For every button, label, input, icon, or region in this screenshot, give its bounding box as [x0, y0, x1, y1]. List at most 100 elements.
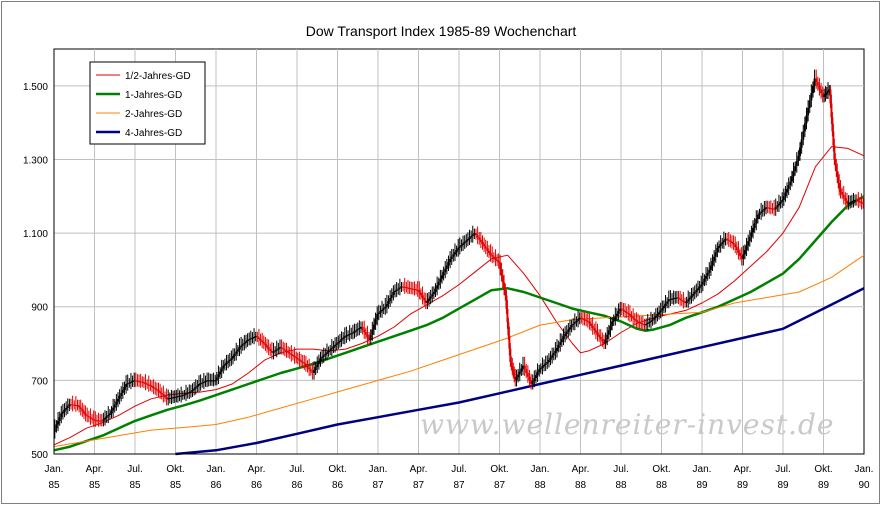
- price-body: [651, 319, 654, 321]
- price-body: [539, 367, 542, 370]
- price-body: [84, 413, 87, 416]
- price-body: [696, 288, 699, 291]
- price-body: [711, 261, 714, 266]
- price-body: [760, 211, 763, 214]
- price-body: [191, 389, 194, 392]
- price-body: [761, 210, 764, 212]
- x-tick-year: 88: [534, 480, 546, 491]
- price-body: [543, 364, 546, 367]
- price-body: [593, 328, 596, 331]
- price-body: [303, 362, 306, 364]
- price-body: [667, 299, 670, 302]
- price-body: [321, 356, 324, 359]
- price-body: [860, 202, 863, 204]
- price-body: [816, 82, 819, 86]
- price-body: [643, 324, 646, 326]
- price-body: [829, 89, 832, 104]
- price-body: [168, 398, 171, 400]
- price-body: [601, 339, 604, 342]
- price-body: [473, 233, 476, 235]
- x-tick-month: Jul.: [451, 464, 467, 475]
- price-body: [332, 346, 335, 348]
- price-body: [403, 286, 406, 288]
- price-body: [300, 360, 303, 362]
- price-body: [251, 337, 254, 339]
- price-body: [437, 282, 440, 286]
- price-body: [825, 92, 828, 94]
- price-body: [210, 380, 213, 382]
- price-body: [756, 214, 759, 220]
- price-body: [799, 147, 802, 156]
- price-body: [225, 362, 228, 365]
- price-body: [722, 240, 725, 243]
- price-body: [76, 405, 79, 407]
- price-body: [847, 202, 850, 204]
- price-body: [418, 290, 421, 293]
- price-body: [290, 353, 293, 355]
- x-tick-month: Jan.: [369, 464, 388, 475]
- price-body: [594, 330, 597, 333]
- price-body: [685, 301, 688, 304]
- price-body: [820, 89, 823, 94]
- price-body: [194, 386, 197, 389]
- price-body: [573, 322, 576, 324]
- price-body: [497, 261, 500, 263]
- price-body: [506, 308, 509, 323]
- price-body: [105, 416, 108, 418]
- price-body: [551, 355, 554, 358]
- price-body: [382, 308, 385, 310]
- price-body: [449, 258, 452, 263]
- price-body: [862, 202, 865, 204]
- price-body: [374, 319, 377, 325]
- price-body: [838, 183, 841, 189]
- price-body: [159, 391, 162, 393]
- price-body: [828, 89, 831, 91]
- price-body: [692, 293, 695, 296]
- price-body: [658, 312, 661, 315]
- price-body: [752, 227, 755, 233]
- x-tick-month: Apr.: [248, 464, 266, 475]
- price-body: [709, 265, 712, 270]
- x-tick-year: 86: [210, 480, 222, 491]
- price-body: [612, 318, 615, 322]
- price-body: [750, 232, 753, 237]
- price-body: [572, 323, 575, 326]
- price-body: [232, 356, 235, 359]
- price-body: [726, 238, 729, 240]
- price-body: [533, 378, 536, 382]
- price-body: [278, 347, 281, 349]
- price-body: [821, 93, 824, 97]
- price-body: [157, 390, 160, 392]
- price-body: [500, 269, 503, 276]
- price-body: [416, 289, 419, 291]
- price-body: [87, 416, 90, 418]
- price-body: [849, 202, 852, 204]
- price-body: [619, 308, 622, 312]
- price-body: [607, 330, 610, 335]
- price-body: [293, 356, 296, 358]
- price-body: [372, 324, 375, 330]
- price-body: [705, 275, 708, 279]
- price-body: [209, 380, 212, 382]
- price-body: [512, 369, 515, 373]
- price-body: [91, 418, 94, 420]
- price-body: [598, 334, 601, 337]
- price-body: [445, 265, 448, 269]
- price-body: [110, 410, 113, 414]
- price-body: [475, 233, 478, 236]
- x-tick-year: 86: [291, 480, 303, 491]
- price-body: [700, 284, 703, 287]
- price-body: [282, 348, 285, 350]
- series-line-3: [53, 254, 865, 448]
- price-body: [836, 171, 839, 178]
- price-body: [730, 241, 733, 244]
- price-body: [238, 347, 241, 350]
- price-body: [669, 298, 672, 300]
- price-body: [235, 351, 238, 354]
- price-body: [834, 159, 837, 166]
- price-body: [376, 314, 379, 320]
- x-tick-year: 87: [453, 480, 465, 491]
- price-body: [270, 350, 273, 353]
- price-body: [269, 349, 272, 351]
- price-body: [531, 381, 534, 385]
